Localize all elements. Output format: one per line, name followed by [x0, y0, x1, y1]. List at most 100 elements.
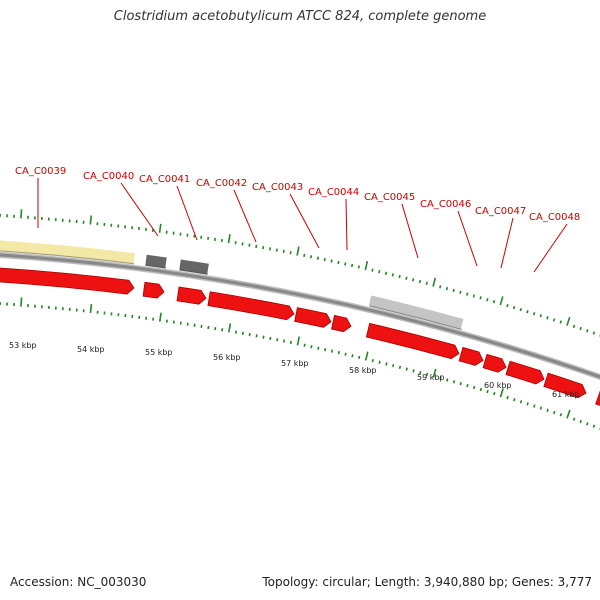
upper-tick	[384, 271, 388, 275]
upper-tick	[552, 318, 556, 322]
upper-tick	[465, 292, 469, 296]
upper-tick-track	[0, 209, 600, 337]
lower-tick	[539, 406, 543, 410]
label-leader	[233, 189, 257, 243]
upper-tick	[499, 296, 504, 306]
lower-tick	[159, 312, 162, 322]
upper-tick	[268, 247, 272, 251]
accession-text: Accession: NC_003030	[10, 575, 147, 589]
lower-tick	[506, 395, 509, 400]
upper-tick	[532, 312, 536, 316]
lower-tick	[526, 402, 529, 406]
gene-label: CA_C0045	[364, 192, 415, 203]
lower-tick	[459, 382, 462, 386]
kbp-label: 54 kbp	[77, 345, 105, 354]
upper-tick	[303, 253, 306, 258]
gene-arrow	[207, 291, 295, 321]
upper-tick	[459, 290, 462, 294]
lower-tick	[344, 352, 347, 356]
backbone-track	[0, 252, 600, 381]
lower-tick	[533, 404, 536, 408]
upper-tick	[506, 303, 509, 308]
backbone-line	[0, 253, 600, 379]
lower-tick	[358, 355, 361, 360]
label-leader	[176, 185, 198, 241]
lower-tick	[439, 376, 442, 380]
upper-tick	[364, 261, 369, 271]
lower-tick	[324, 348, 327, 352]
lower-tick	[248, 332, 251, 337]
feature-block-dark	[179, 259, 209, 275]
upper-tick	[371, 268, 374, 272]
lower-tick	[330, 349, 334, 353]
lower-tick	[432, 368, 437, 378]
lower-tick	[412, 369, 415, 373]
lower-tick	[20, 297, 23, 307]
upper-tick	[323, 257, 326, 262]
lower-tick	[479, 387, 483, 392]
lower-tick	[303, 343, 306, 347]
upper-tick	[539, 314, 543, 318]
gene-arrow	[176, 286, 207, 305]
kbp-labels: 53 kbp 54 kbp 55 kbp 56 kbp 57 kbp 58 kbp 59 k…	[9, 341, 580, 399]
gene-arrow	[458, 346, 484, 366]
kbp-label: 56 kbp	[213, 353, 241, 362]
upper-tick	[559, 320, 562, 324]
lower-tick	[452, 380, 456, 384]
lower-tick	[419, 370, 422, 375]
upper-tick	[405, 276, 408, 280]
gene-label: CA_C0048	[529, 212, 580, 223]
lower-tick	[337, 351, 340, 355]
lower-tick	[392, 363, 395, 368]
gene-label: CA_C0047	[475, 206, 526, 217]
kbp-label: 55 kbp	[145, 348, 173, 357]
lower-tick	[269, 336, 272, 341]
lower-tick	[546, 408, 549, 413]
upper-tick	[486, 298, 489, 302]
lower-tick	[586, 422, 589, 426]
upper-tick	[479, 296, 482, 300]
upper-tick	[378, 270, 381, 274]
topology-text: Topology: circular; Length: 3,940,880 bp…	[262, 575, 592, 589]
lower-tick	[262, 335, 265, 339]
label-leader	[401, 203, 419, 259]
lower-tick	[486, 389, 489, 394]
gene-label: CA_C0044	[308, 187, 359, 198]
lower-tick	[425, 372, 429, 377]
lower-tick	[317, 346, 320, 350]
feature-track	[0, 240, 464, 331]
kbp-label: 61 kbp	[552, 390, 580, 399]
lower-tick	[228, 323, 232, 333]
gene-label: CA_C0046	[420, 199, 471, 210]
lower-tick	[282, 339, 286, 343]
label-leader	[120, 182, 159, 237]
upper-tick	[546, 316, 549, 320]
lower-tick	[513, 398, 516, 402]
upper-tick	[492, 300, 496, 304]
upper-tick	[227, 234, 231, 244]
label-leader	[457, 210, 478, 267]
upper-tick	[418, 279, 422, 284]
map-title: Clostridium acetobutylicum ATCC 824, com…	[113, 9, 487, 24]
upper-tick	[566, 316, 571, 326]
lower-tick	[371, 358, 374, 363]
gene-arrow	[142, 281, 165, 299]
upper-tick	[412, 278, 415, 282]
gene-arrow	[595, 390, 600, 406]
upper-tick	[248, 243, 251, 247]
upper-tick	[452, 288, 455, 293]
lower-tick	[446, 378, 449, 382]
lower-tick-track	[0, 297, 600, 430]
gene-label: CA_C0043	[252, 182, 303, 193]
upper-tick	[445, 286, 449, 291]
lower-tick	[289, 340, 292, 345]
lower-tick	[296, 336, 301, 346]
label-leader	[345, 198, 348, 251]
feature-block-yellow	[0, 240, 135, 265]
feature-block-dark-edge	[145, 264, 167, 269]
gene-label: CA_C0041	[139, 174, 190, 185]
lower-tick	[553, 410, 556, 415]
lower-tick	[592, 424, 596, 428]
lower-tick	[255, 334, 258, 338]
gene-label: CA_C0040	[83, 171, 134, 182]
